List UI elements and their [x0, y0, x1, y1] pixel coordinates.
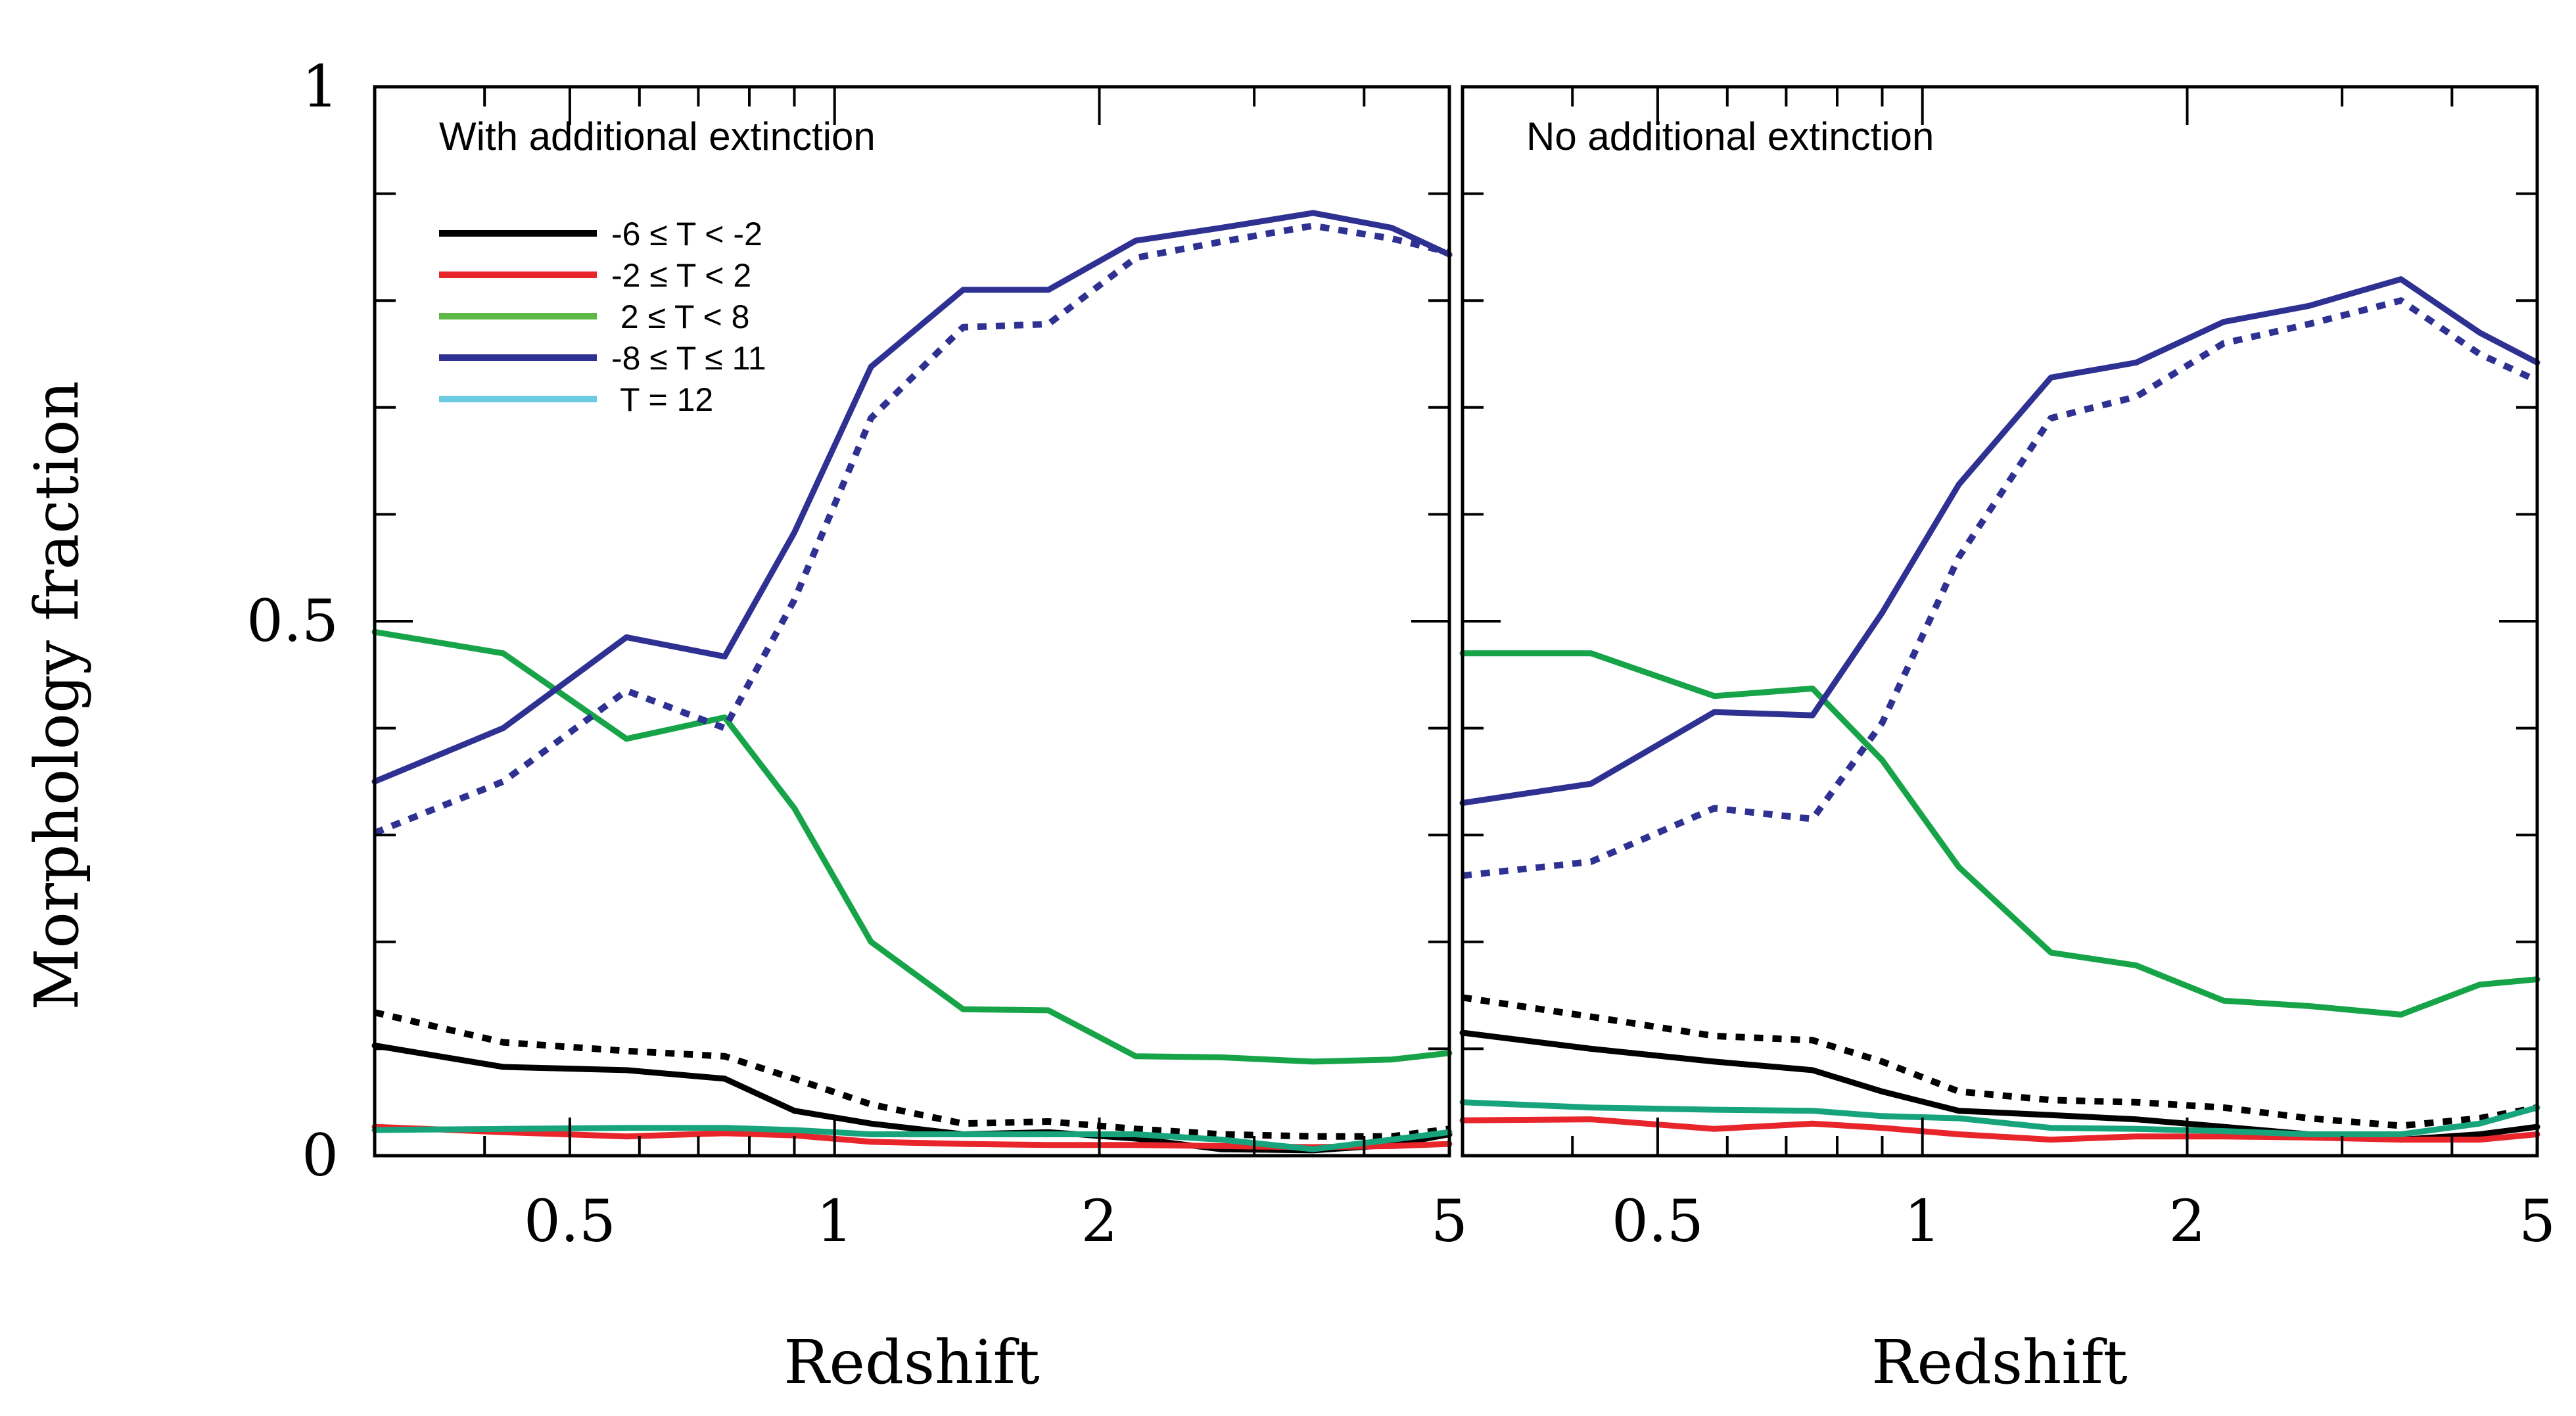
left-panel-x-tick-label: 0.5 [524, 1187, 616, 1255]
right-panel-x-tick-label: 2 [2169, 1187, 2206, 1255]
left-panel-y-tick-label: 1 [302, 53, 339, 120]
legend-label: T = 12 [611, 381, 713, 418]
right-panel-series-blue-solid [1459, 276, 2541, 806]
right-panel-x-tick-label: 1 [1904, 1187, 1941, 1255]
right-panel-series-green-solid [1459, 650, 2541, 1018]
left-panel-y-tick-label: 0 [302, 1121, 339, 1189]
right-panel-ticks: 0.5 1 2 5 [1463, 87, 2556, 1255]
y-axis-label: Morphology fraction [22, 381, 92, 1010]
legend-label: -6 ≤ T < -2 [611, 216, 762, 252]
right-panel-series [1459, 276, 2541, 1143]
right-panel-x-tick-label: 5 [2519, 1187, 2556, 1255]
left-panel-series-teal-solid [371, 1125, 1453, 1152]
left-panel-series [371, 210, 1453, 1154]
left-panel-annotation: With additional extinction [439, 114, 876, 158]
left-panel-x-tick-label: 5 [1431, 1187, 1468, 1255]
left-panel-x-axis-label: Redshift [784, 1327, 1040, 1398]
left-panel-x-tick-label: 2 [1081, 1187, 1118, 1255]
left-panel: 0.5 1 2 5 0 0.5 1 With additional extinction -… [246, 53, 1468, 1398]
left-panel-x-tick-label: 1 [816, 1187, 853, 1255]
left-panel-series-green-solid [371, 628, 1453, 1065]
legend-label: -8 ≤ T ≤ 11 [611, 340, 766, 377]
right-panel-x-tick-label: 0.5 [1612, 1187, 1704, 1255]
right-panel-series-teal-solid [1459, 1099, 2541, 1137]
legend-label: 2 ≤ T < 8 [611, 298, 749, 335]
legend-label: -2 ≤ T < 2 [611, 257, 751, 294]
legend: -6 ≤ T < -2 -2 ≤ T < 2 2 ≤ T < 8 -8 ≤ T ≤ … [439, 216, 766, 418]
right-panel: 0.5 1 2 5 No additional extinction Redshift [1459, 85, 2556, 1398]
left-panel-ticks: 0.5 1 2 5 0 0.5 1 [246, 53, 1468, 1255]
right-panel-x-axis-label: Redshift [1871, 1327, 2128, 1398]
right-panel-series-blue-dotted [1462, 297, 2539, 879]
left-panel-series-blue-dotted [373, 222, 1451, 836]
right-panel-series-red-solid [1459, 1116, 2541, 1143]
left-panel-y-tick-label: 0.5 [246, 587, 339, 655]
left-panel-series-blue-solid [371, 210, 1453, 785]
right-panel-annotation: No additional extinction [1526, 114, 1934, 158]
